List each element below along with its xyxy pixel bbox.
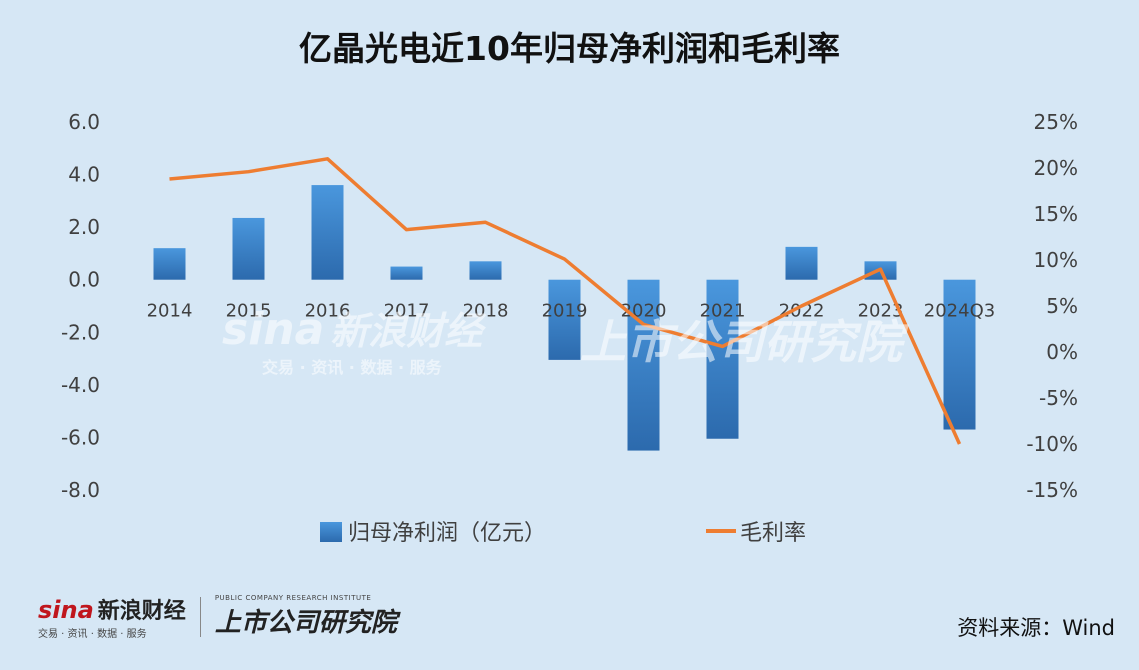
x-tick-label: 2023 (858, 301, 904, 322)
x-tick-label: 2024Q3 (924, 301, 995, 322)
y-right-tick-label: 0% (1046, 340, 1078, 364)
footer-logos: sina 新浪财经 交易 · 资讯 · 数据 · 服务 PUBLIC COMPAN… (38, 593, 397, 640)
bar-series (153, 185, 976, 451)
x-tick-label: 2018 (463, 301, 509, 322)
legend-bar-label: 归母净利润（亿元） (348, 521, 546, 546)
x-tick-label: 2014 (147, 301, 193, 322)
chart-title: 亿晶光电近10年归母净利润和毛利率 (299, 29, 840, 68)
institute-logo-cn: 上市公司研究院 (214, 608, 397, 638)
x-tick-label: 2019 (542, 301, 588, 322)
y-left-tick-label: -6.0 (61, 425, 100, 449)
y-right-tick-label: -10% (1026, 432, 1078, 456)
sina-logo-text: sina (38, 596, 94, 624)
logo-divider (199, 596, 201, 637)
x-tick-label: 2017 (384, 301, 430, 322)
y-right-tick-label: 15% (1034, 202, 1078, 226)
x-tick-label: 2016 (305, 301, 351, 322)
y-left-tick-label: 4.0 (68, 163, 100, 187)
sina-tagline: 交易 · 资讯 · 数据 · 服务 (38, 629, 147, 640)
y-left-axis: 6.0 4.0 2.0 0.0 -2.0 -4.0 -6.0 -8.0 (61, 110, 100, 502)
y-right-axis: 25% 20% 15% 10% 5% 0% -5% -10% -15% (1026, 110, 1078, 502)
y-left-tick-label: 6.0 (68, 110, 100, 134)
y-left-tick-label: -8.0 (61, 478, 100, 502)
y-left-tick-label: 2.0 (68, 215, 100, 239)
bar-2018 (469, 261, 502, 280)
x-axis: 2014 2015 2016 2017 2018 2019 2020 2021 2022 2023… (147, 301, 996, 322)
y-left-tick-label: -4.0 (61, 373, 100, 397)
bar-2019 (548, 279, 581, 360)
watermark-sina: sina 新浪财经 (222, 304, 483, 355)
y-right-tick-label: 5% (1046, 294, 1078, 318)
sina-finance-logo: sina 新浪财经 交易 · 资讯 · 数据 · 服务 (38, 593, 186, 640)
watermark-institute: 上市公司研究院 (580, 315, 902, 369)
y-right-tick-label: 25% (1034, 110, 1078, 134)
bar-2015 (232, 217, 265, 280)
bar-2020 (627, 279, 660, 451)
legend: 归母净利润（亿元） 毛利率 (320, 521, 806, 546)
y-left-tick-label: -2.0 (61, 320, 100, 344)
x-tick-label: 2022 (779, 301, 825, 322)
y-right-tick-label: 20% (1034, 156, 1078, 180)
legend-line-label: 毛利率 (740, 521, 806, 546)
legend-bar-swatch (320, 522, 342, 542)
institute-logo-en: PUBLIC COMPANY RESEARCH INSTITUTE (214, 594, 372, 602)
source-note: 资料来源：Wind (957, 616, 1115, 640)
institute-logo: PUBLIC COMPANY RESEARCH INSTITUTE 上市公司研究… (215, 594, 397, 639)
y-right-tick-label: 10% (1034, 248, 1078, 272)
y-right-tick-label: -5% (1039, 386, 1078, 410)
y-left-tick-label: 0.0 (68, 268, 100, 292)
bar-2021 (706, 279, 739, 439)
watermark-sina-tagline: 交易 · 资讯 · 数据 · 服务 (262, 358, 442, 377)
bar-2016 (311, 185, 344, 280)
y-right-tick-label: -15% (1026, 478, 1078, 502)
bar-2024Q3 (943, 279, 976, 430)
bar-2017 (390, 266, 423, 280)
sina-logo-cn: 新浪财经 (97, 599, 186, 624)
bar-2014 (153, 248, 186, 280)
bar-2022 (785, 246, 818, 280)
line-series (169, 157, 962, 445)
x-tick-label: 2021 (700, 301, 746, 322)
x-tick-label: 2015 (226, 301, 272, 322)
